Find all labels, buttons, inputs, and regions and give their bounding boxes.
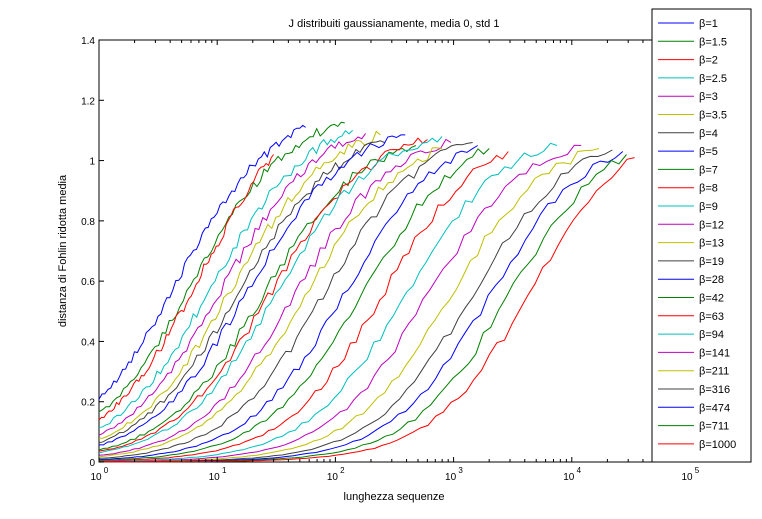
series-line: [98, 130, 381, 439]
series-line: [98, 133, 367, 436]
x-tick-exponent: 4: [577, 466, 582, 475]
legend-label: β=28: [699, 274, 724, 286]
series-line: [99, 157, 635, 463]
series-line: [98, 124, 306, 400]
legend-label: β=141: [699, 347, 730, 359]
series-lines: [98, 121, 635, 463]
y-tick-label: 0.2: [81, 398, 95, 409]
legend-label: β=8: [699, 183, 718, 195]
legend-label: β=63: [699, 311, 724, 323]
legend-label: β=19: [699, 256, 724, 268]
series-line: [98, 145, 478, 461]
x-tick-exponent: 5: [695, 466, 700, 475]
y-tick-label: 0.4: [81, 337, 95, 348]
legend-label: β=12: [699, 219, 724, 231]
x-tick-label: 10: [327, 472, 339, 483]
series-line: [98, 138, 452, 456]
legend-label: β=1000: [699, 439, 736, 451]
x-tick-exponent: 3: [458, 466, 463, 475]
series-line: [98, 121, 345, 413]
legend-box: [651, 8, 752, 463]
series-line: [98, 151, 509, 462]
legend-label: β=4: [699, 128, 718, 140]
legend-label: β=9: [699, 201, 718, 213]
legend-label: β=711: [699, 421, 729, 433]
series-line: [98, 129, 354, 429]
legend-label: β=2.5: [699, 73, 727, 85]
legend-label: β=5: [699, 146, 718, 158]
legend-label: β=3: [699, 91, 718, 103]
series-line: [99, 134, 406, 446]
x-tick-label: 10: [90, 472, 102, 483]
series-line: [98, 147, 443, 458]
x-tick-label: 10: [563, 472, 575, 483]
x-tick-label: 10: [681, 472, 693, 483]
y-tick-label: 0: [89, 458, 95, 469]
legend: β=1 β=1.5 β=2 β=2.5 β=3 β=3.5 β=4 β=5 β=7 β=8 β=9 β…: [651, 8, 752, 463]
legend-label: β=13: [699, 238, 724, 250]
series-line: [98, 140, 385, 444]
series-line: [98, 142, 558, 462]
legend-label: β=42: [699, 293, 724, 305]
legend-label: β=474: [699, 402, 730, 414]
legend-label: β=2: [699, 55, 718, 67]
legend-label: β=94: [699, 329, 724, 341]
legend-label: β=1: [699, 18, 718, 30]
legend-label: β=3.5: [699, 110, 727, 122]
x-tick-exponent: 0: [104, 466, 109, 475]
x-tick-label: 10: [209, 472, 221, 483]
y-tick-label: 0.6: [81, 277, 95, 288]
series-line: [98, 145, 417, 451]
legend-label: β=211: [699, 366, 729, 378]
y-tick-label: 1.2: [81, 96, 95, 107]
series-line: [98, 142, 473, 459]
series-line: [98, 154, 274, 421]
y-tick-label: 1.4: [81, 36, 95, 47]
legend-label: β=7: [699, 164, 718, 176]
x-tick-label: 10: [445, 472, 457, 483]
y-tick-label: 0.8: [81, 217, 95, 228]
chart-title: J distribuiti gaussianamente, media 0, s…: [289, 18, 500, 30]
x-axis-label: lunghezza sequenze: [344, 491, 445, 503]
x-tick-exponent: 2: [340, 466, 345, 475]
legend-label: β=316: [699, 384, 730, 396]
series-line: [99, 148, 600, 463]
series-line: [98, 144, 582, 463]
x-tick-exponent: 1: [222, 466, 227, 475]
series-line: [98, 148, 490, 461]
y-tick-label: 1: [89, 157, 95, 168]
series-line: [98, 136, 443, 454]
y-axis-label: distanza di Fohlin ridotta media: [57, 174, 69, 327]
plot-area: [98, 39, 691, 463]
legend-label: β=1.5: [699, 36, 727, 48]
